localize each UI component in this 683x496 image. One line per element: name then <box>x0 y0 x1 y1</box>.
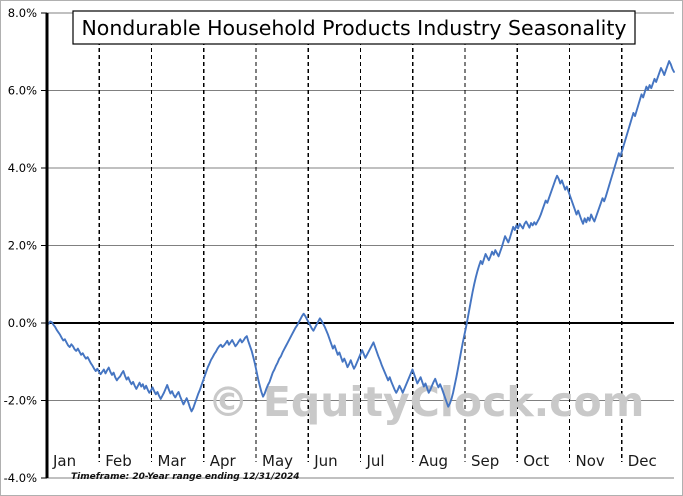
x-tick-label-apr: Apr <box>210 452 237 470</box>
timeframe-note: Timeframe: 20-Year range ending 12/31/20… <box>71 472 300 482</box>
x-tick-label-aug: Aug <box>419 452 448 470</box>
x-tick-label-feb: Feb <box>105 452 132 470</box>
seasonality-line <box>46 60 675 413</box>
y-tick-label: 2.0% <box>8 239 37 253</box>
x-tick-label-dec: Dec <box>628 452 657 470</box>
chart-title-group: Nondurable Household Products Industry S… <box>72 10 636 45</box>
x-tick-label-jul: Jul <box>366 452 385 470</box>
y-tick-label: -4.0% <box>4 471 37 485</box>
y-tick-label: 4.0% <box>8 161 37 175</box>
month-divider-lines <box>98 13 623 462</box>
y-tick-label: 6.0% <box>8 84 37 98</box>
x-tick-label-sep: Sep <box>471 452 499 470</box>
y-tick-label: 8.0% <box>8 6 37 20</box>
y-axis-ticks: 8.0% 6.0% 4.0% 2.0% 0.0% -2.0% -4.0% <box>4 6 47 485</box>
x-tick-label-jun: Jun <box>313 452 337 470</box>
page-title: Nondurable Household Products Industry S… <box>81 16 626 40</box>
data-series <box>46 60 675 413</box>
x-tick-label-may: May <box>262 452 293 470</box>
x-axis-ticks: Jan Feb Mar Apr May Jun Jul Aug Sep Oct Nov Dec <box>52 452 657 470</box>
title-box <box>72 10 636 45</box>
y-tick-label: -2.0% <box>4 394 37 408</box>
x-tick-label-mar: Mar <box>158 452 187 470</box>
x-tick-label-nov: Nov <box>576 452 605 470</box>
x-tick-label-oct: Oct <box>523 452 549 470</box>
y-tick-label: 0.0% <box>8 316 37 330</box>
x-tick-label-jan: Jan <box>52 452 76 470</box>
